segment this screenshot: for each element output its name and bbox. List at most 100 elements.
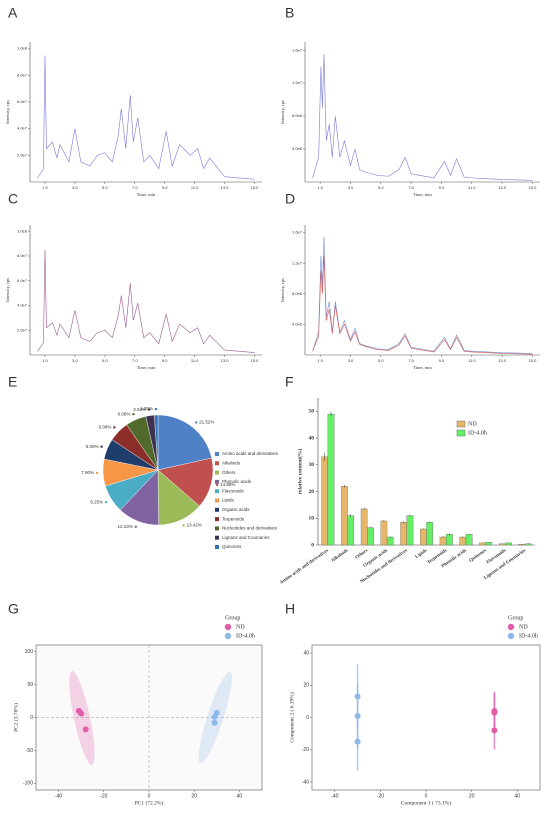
- legend-label: Organic acids: [222, 507, 250, 512]
- pie-slice: [157, 414, 212, 471]
- bar: [400, 522, 407, 546]
- y-axis-label: PC2 (3.78%): [12, 703, 19, 732]
- chromatogram-line: [312, 236, 533, 354]
- x-tick-label: 11.0: [191, 358, 199, 363]
- y-axis-label: Component 2 ( 6.39%): [288, 692, 295, 743]
- x-tick-label: 9.0: [439, 185, 445, 190]
- legend-label: Lipids: [222, 498, 235, 503]
- x-tick-label: 0: [148, 793, 151, 799]
- x-tick-label: 3.0: [348, 358, 354, 363]
- x-axis-label: Time, min: [137, 192, 156, 198]
- x-tick-label: 11.0: [468, 358, 476, 363]
- bar: [505, 542, 512, 546]
- legend-swatch: [215, 507, 219, 512]
- pie-slice: [157, 457, 214, 507]
- y-tick-label: 2.0e7: [17, 152, 28, 157]
- bar: [439, 536, 447, 546]
- panel-label: B: [285, 5, 294, 21]
- x-tick-label: 9.0: [162, 358, 168, 363]
- x-tick-label: -40: [55, 793, 62, 799]
- x-tick-label: Quinones: [469, 548, 488, 563]
- legend-swatch: [456, 429, 466, 437]
- legend-label: Alkaloids: [222, 460, 241, 465]
- legend-label: Nucleotides and derivatives: [222, 526, 278, 531]
- y-tick-label: -100: [23, 781, 33, 787]
- value-label: 1.05%: [140, 406, 153, 411]
- label-dot: [113, 426, 116, 429]
- point: [211, 719, 218, 726]
- legend-label: ND: [519, 624, 528, 630]
- y-tick-label: 6.0e7: [17, 278, 28, 283]
- value-label: 12.23%: [118, 524, 133, 529]
- y-tick-label: 4.0e7: [17, 126, 28, 131]
- label-dot: [132, 412, 135, 416]
- panel-label: C: [8, 191, 18, 207]
- legend-label: Terpenoids: [222, 516, 245, 521]
- x-tick-label: 5.0: [378, 185, 384, 190]
- legend-label: Quinones: [222, 544, 242, 549]
- y-axis-label: Intensity, cps: [280, 278, 286, 302]
- chromatogram-line: [37, 249, 255, 353]
- bar: [485, 542, 493, 546]
- x-tick-label: 11.0: [468, 185, 476, 190]
- x-tick-label: 5.0: [102, 185, 108, 190]
- y-tick-label: 1.2e7: [292, 260, 303, 265]
- bar: [321, 456, 329, 546]
- plot-frame: [305, 225, 540, 355]
- bar: [327, 413, 335, 546]
- y-tick-label: 8.0e7: [17, 253, 28, 258]
- bar: [360, 508, 368, 546]
- legend-swatch: [215, 489, 219, 494]
- label-dot: [182, 524, 185, 527]
- y-tick-label: 8.0e7: [17, 72, 28, 77]
- bar: [341, 486, 348, 546]
- x-tick-label: 1.0: [317, 185, 323, 190]
- x-tick-label: 9.0: [162, 185, 168, 190]
- legend-swatch: [215, 452, 219, 456]
- bar: [446, 534, 453, 546]
- legend-swatch: [215, 461, 219, 466]
- y-tick-label: 8.0e6: [292, 113, 303, 118]
- value-label: 6.08%: [86, 444, 99, 449]
- chromatogram-line: [312, 54, 533, 181]
- x-axis-label: Component 1 ( 73.1%): [401, 799, 452, 806]
- y-tick-label: 0: [311, 542, 314, 548]
- value-label: 2.52%: [133, 407, 146, 412]
- y-tick-label: 8.0e6: [292, 291, 303, 296]
- x-tick-label: 1.0: [42, 185, 48, 190]
- value-label: 14.88%: [220, 482, 235, 487]
- x-tick-label: 15.0: [529, 358, 538, 363]
- x-tick-label: Alkaloids: [331, 548, 350, 563]
- bar: [479, 542, 486, 546]
- label-dot: [147, 408, 151, 411]
- x-tick-label: 7.0: [132, 358, 138, 363]
- y-tick-label: 30: [309, 462, 315, 468]
- legend-label: Flavonoids: [222, 488, 245, 493]
- x-tick-label: 13.0: [498, 358, 507, 363]
- legend-swatch: [215, 517, 219, 522]
- bar: [420, 528, 427, 546]
- label-dot: [95, 471, 99, 475]
- value-label: 6.08%: [118, 411, 131, 416]
- x-tick-label: 13.0: [221, 185, 230, 190]
- legend-label: ID-4.0h: [519, 633, 538, 639]
- y-tick-label: 4.0e6: [292, 146, 303, 151]
- y-tick-label: 100: [25, 649, 34, 655]
- y-tick-label: 40: [309, 435, 315, 441]
- x-tick-label: 1.0: [317, 358, 323, 363]
- point: [211, 713, 218, 720]
- bar: [386, 536, 394, 546]
- label-dot: [104, 500, 108, 504]
- label-dot: [134, 525, 137, 529]
- x-tick-label: 1.0: [42, 358, 48, 363]
- x-tick-label: 7.0: [132, 185, 138, 190]
- panel-label: D: [285, 191, 295, 207]
- y-tick-label: 10: [309, 516, 315, 522]
- x-tick-label: Others: [355, 548, 370, 560]
- x-tick-label: -20: [100, 793, 107, 799]
- y-tick-label: -40: [302, 779, 309, 785]
- x-axis-label: Time, min: [413, 192, 432, 198]
- y-tick-label: -50: [26, 748, 33, 754]
- legend-title: Group: [508, 615, 523, 621]
